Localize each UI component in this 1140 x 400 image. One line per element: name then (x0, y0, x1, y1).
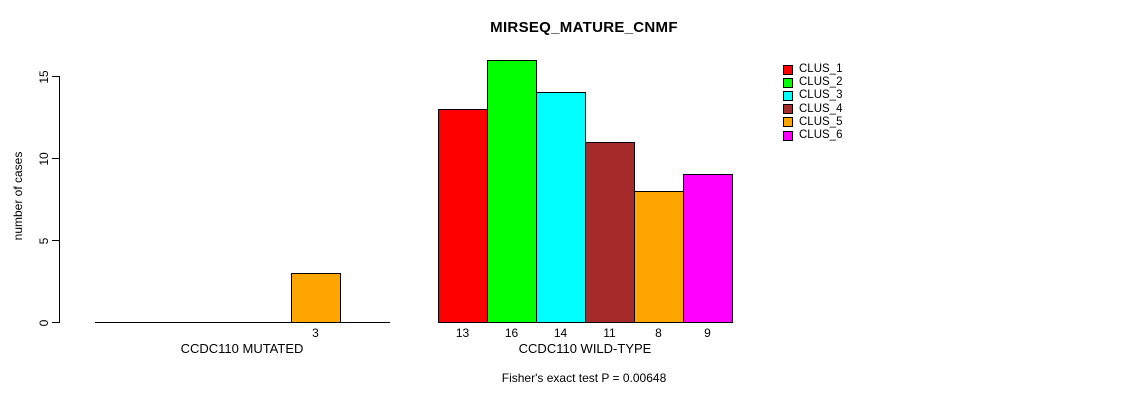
bar-value-label: 8 (655, 326, 662, 340)
legend-color-swatch (783, 130, 793, 141)
legend-item-label: CLUS_5 (799, 115, 843, 128)
legend-item: CLUS_3 (783, 89, 842, 102)
group-axis-label: CCDC110 WILD-TYPE (518, 341, 652, 356)
cluster-bar (487, 59, 537, 323)
y-axis-tick (52, 322, 59, 323)
legend-item-label: CLUS_6 (799, 129, 843, 142)
group-axis-label: CCDC110 MUTATED (180, 341, 304, 356)
legend: CLUS_1 CLUS_2 CLUS_3 CLUS_4 CLUS_5 CLUS_6 (783, 63, 842, 142)
y-tick-label: 5 (37, 237, 51, 244)
chart-title: MIRSEQ_MATURE_CNMF (490, 19, 678, 36)
legend-item-label: CLUS_2 (799, 76, 843, 89)
cluster-bar (291, 272, 341, 323)
y-tick-label: 0 (37, 319, 51, 326)
legend-item: CLUS_1 (783, 63, 842, 76)
legend-item-label: CLUS_4 (799, 102, 843, 115)
y-tick-label: 10 (37, 151, 51, 166)
legend-item-label: CLUS_3 (799, 89, 843, 102)
legend-color-swatch (783, 64, 793, 75)
bar-value-label: 14 (553, 326, 568, 340)
legend-item: CLUS_6 (783, 129, 842, 142)
bar-value-label: 3 (312, 326, 319, 340)
group-baseline (95, 322, 390, 323)
legend-item: CLUS_4 (783, 103, 842, 116)
legend-color-swatch (783, 104, 793, 115)
y-axis-tick (52, 158, 59, 159)
legend-item-label: CLUS_1 (799, 63, 843, 76)
bar-value-label: 11 (603, 326, 616, 340)
legend-item: CLUS_5 (783, 116, 842, 129)
cluster-bar (634, 190, 684, 323)
cluster-bar (683, 174, 733, 323)
y-axis-tick (52, 76, 59, 77)
y-tick-label: 15 (37, 69, 51, 84)
bar-value-label: 16 (504, 326, 519, 340)
cluster-bar (585, 141, 635, 323)
y-axis-label: number of cases (11, 151, 25, 241)
bar-value-label: 9 (704, 326, 711, 340)
legend-color-swatch (783, 117, 793, 128)
legend-color-swatch (783, 77, 793, 88)
cluster-bar (536, 92, 586, 323)
bar-value-label: 13 (455, 326, 470, 340)
legend-color-swatch (783, 90, 793, 101)
y-axis-line (59, 76, 60, 323)
fisher-test-caption: Fisher's exact test P = 0.00648 (501, 371, 667, 385)
cluster-bar (438, 108, 488, 323)
legend-item: CLUS_2 (783, 76, 842, 89)
y-axis-tick (52, 240, 59, 241)
